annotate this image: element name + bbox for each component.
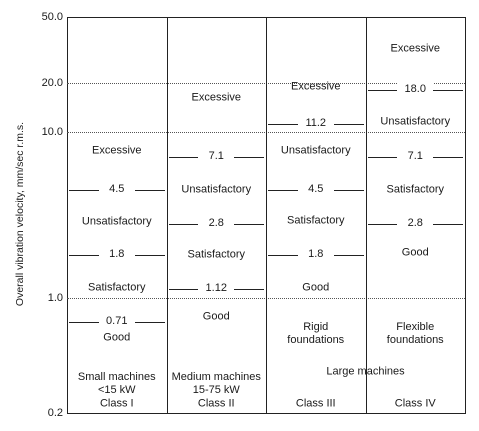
- zone-label: Good: [402, 247, 429, 260]
- threshold-value: 7.1: [397, 150, 434, 163]
- zone-label-line: Excessive: [390, 42, 441, 55]
- threshold-value: 11.2: [297, 117, 334, 130]
- zone-label: Satisfactory: [287, 215, 344, 228]
- machine-size-label-line: <15 kW: [97, 383, 136, 396]
- zone-label-line: Good: [401, 246, 429, 259]
- threshold-value: 4.5: [98, 183, 135, 196]
- zone-label: Flexible foundations: [387, 321, 444, 347]
- zone-label: Good: [203, 311, 230, 324]
- zone-label-line: Flexible: [396, 321, 435, 334]
- zone-label-line: Good: [103, 331, 131, 344]
- zone-label: Rigid foundations: [287, 321, 344, 347]
- zone-label: Satisfactory: [387, 183, 444, 196]
- zone-label-line: Excessive: [290, 80, 341, 93]
- zone-label: Unsatisfactory: [82, 216, 152, 229]
- threshold-value: 2.8: [397, 217, 434, 230]
- column-divider: [366, 17, 367, 413]
- zone-label-line: Satisfactory: [187, 248, 245, 261]
- class-label: Class II: [197, 397, 235, 410]
- machine-size-label: Medium machines 15-75 kW: [172, 371, 261, 397]
- threshold-value: 0.71: [98, 315, 135, 328]
- y-tick-label: 10.0: [41, 126, 63, 139]
- zone-label: Unsatisfactory: [181, 184, 251, 197]
- zone-label: Excessive: [92, 145, 142, 158]
- y-tick-label: 50.0: [41, 11, 63, 23]
- zone-label: Unsatisfactory: [281, 145, 351, 158]
- zone-label-line: Unsatisfactory: [181, 183, 252, 196]
- threshold-value: 4.5: [297, 183, 334, 196]
- threshold-value: 2.8: [198, 217, 235, 230]
- class-label: Class III: [295, 397, 336, 410]
- zone-label-line: Satisfactory: [88, 281, 146, 294]
- zone-label-line: Good: [302, 281, 330, 294]
- machine-size-label: Small machines <15 kW: [78, 371, 156, 397]
- zone-label-line: Good: [202, 310, 230, 323]
- zone-label: Excessive: [390, 43, 440, 56]
- threshold-value: 1.12: [198, 282, 235, 295]
- class-label: Class I: [99, 397, 134, 410]
- machine-size-label-line: 15-75 kW: [192, 383, 240, 396]
- threshold-value: 18.0: [397, 83, 434, 96]
- zone-label-line: Unsatisfactory: [81, 215, 152, 228]
- zone-label-line: Rigid: [303, 321, 329, 334]
- threshold-value: 1.8: [98, 248, 135, 261]
- zone-label: Good: [103, 331, 130, 344]
- zone-label: Satisfactory: [88, 281, 145, 294]
- zone-label-line: Excessive: [91, 144, 142, 157]
- zone-label-line: Satisfactory: [287, 214, 345, 227]
- y-tick-label: 0.2: [47, 407, 63, 419]
- class-label: Class IV: [394, 397, 436, 410]
- threshold-value: 1.8: [297, 248, 334, 261]
- zone-label-line: Unsatisfactory: [380, 115, 451, 128]
- zone-label: Excessive: [291, 81, 341, 94]
- threshold-value: 7.1: [198, 150, 235, 163]
- zone-label-line: foundations: [287, 334, 345, 347]
- zone-label: Satisfactory: [188, 249, 245, 262]
- zone-label-line: Satisfactory: [386, 183, 444, 196]
- large-machines-label: Large machines: [326, 365, 405, 378]
- zone-label-line: Excessive: [191, 91, 242, 104]
- y-tick-label: 20.0: [41, 76, 63, 89]
- zone-label-line: Unsatisfactory: [280, 144, 351, 157]
- zone-label: Unsatisfactory: [380, 116, 450, 129]
- machine-size-label-line: Small machines: [77, 370, 156, 383]
- column-divider: [167, 17, 168, 413]
- zone-label: Good: [302, 281, 329, 294]
- zone-label-line: foundations: [386, 334, 444, 347]
- machine-size-label-line: Medium machines: [171, 370, 261, 383]
- y-tick-label: 1.0: [47, 291, 63, 304]
- zone-label: Excessive: [191, 91, 241, 104]
- column-divider: [266, 17, 267, 413]
